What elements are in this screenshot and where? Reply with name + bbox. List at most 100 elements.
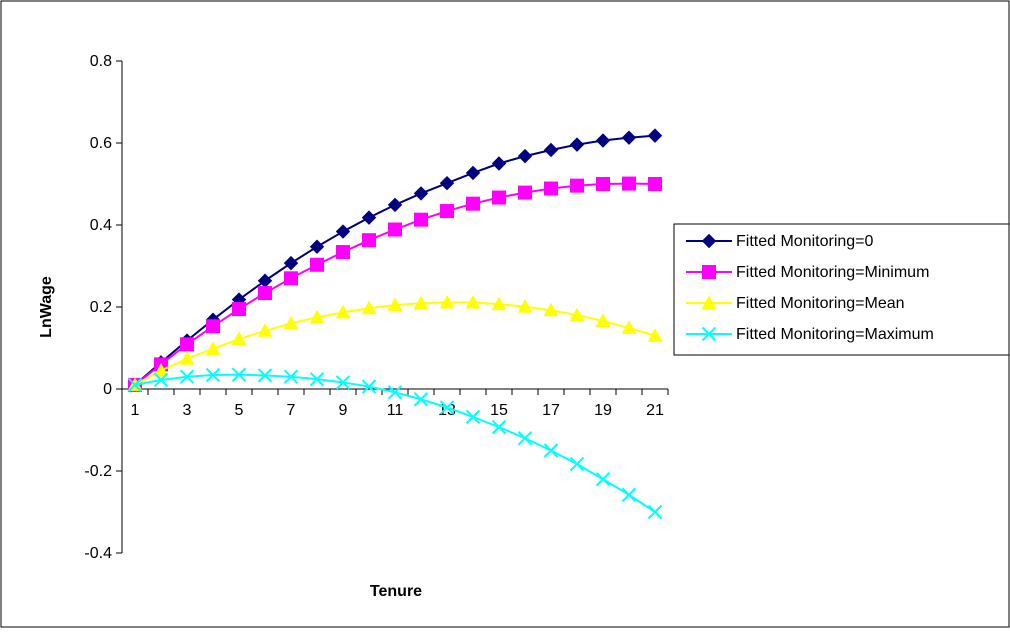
data-point — [491, 296, 507, 311]
data-point — [206, 319, 220, 334]
data-point — [257, 323, 273, 337]
series-group — [127, 128, 663, 520]
data-point — [387, 197, 403, 213]
data-point — [335, 304, 351, 319]
x-tick-label: 15 — [490, 402, 508, 419]
y-tick-label: -0.4 — [84, 545, 112, 562]
axes: -0.4-0.200.20.40.60.81 3 5 7 9 11 13 15 17 19 21 — [84, 53, 669, 562]
data-point — [544, 181, 558, 196]
data-point — [231, 367, 247, 382]
x-tick-label: 21 — [646, 402, 664, 419]
data-point — [621, 320, 637, 334]
data-point — [361, 300, 377, 315]
data-point — [310, 257, 324, 272]
data-point — [439, 175, 455, 191]
data-point — [283, 255, 299, 271]
data-point — [361, 379, 377, 394]
data-point — [647, 128, 663, 143]
x-tick-label: 3 — [183, 402, 192, 419]
data-point — [465, 409, 481, 425]
data-point — [517, 430, 533, 446]
legend-label: Fitted Monitoring=0 — [736, 233, 874, 250]
y-tick-label: 0 — [103, 381, 112, 398]
legend-marker — [701, 295, 717, 310]
data-point — [257, 368, 273, 383]
data-point — [283, 369, 299, 384]
data-point — [153, 372, 169, 388]
data-point — [517, 299, 533, 313]
data-point — [231, 331, 247, 346]
data-point — [596, 177, 610, 191]
data-point — [569, 307, 585, 322]
data-point — [648, 177, 662, 191]
legend-marker — [701, 326, 717, 342]
y-tick-label: 0.2 — [90, 299, 112, 316]
data-point — [518, 185, 532, 200]
data-point — [127, 377, 143, 393]
data-point — [388, 222, 402, 237]
y-tick-label: 0.6 — [90, 135, 112, 152]
data-point — [362, 233, 376, 248]
data-point — [595, 471, 611, 487]
data-point — [387, 297, 403, 311]
x-axis-title: Tenure — [370, 583, 422, 600]
series-3 — [127, 294, 663, 391]
data-point — [595, 313, 611, 327]
y-tick-label: 0.8 — [90, 53, 112, 70]
data-point — [336, 245, 350, 260]
data-point — [309, 371, 325, 387]
legend-label: Fitted Monitoring=Mean — [736, 295, 905, 312]
data-point — [413, 186, 429, 201]
data-point — [465, 165, 481, 181]
data-point — [621, 487, 637, 502]
x-tick-label: 11 — [387, 402, 404, 419]
data-point — [283, 315, 299, 330]
x-tick-label: 19 — [594, 402, 612, 419]
data-point — [543, 302, 559, 317]
data-point — [205, 341, 221, 355]
data-point — [180, 337, 194, 352]
data-point — [179, 351, 195, 365]
legend-marker — [702, 265, 716, 279]
data-point — [413, 392, 429, 407]
data-point — [439, 400, 455, 415]
legend-marker — [701, 233, 717, 249]
x-tick-label: 5 — [235, 402, 244, 419]
data-point — [335, 375, 351, 390]
data-point — [309, 309, 325, 324]
data-point — [440, 204, 454, 219]
legend-item: Fitted Monitoring=Maximum — [686, 326, 934, 343]
data-point — [621, 130, 637, 145]
data-point — [387, 385, 403, 400]
legend-item: Fitted Monitoring=Mean — [686, 295, 905, 312]
data-point — [284, 271, 298, 286]
data-point — [543, 443, 559, 458]
series-4 — [127, 367, 663, 520]
data-point — [647, 504, 663, 520]
data-point — [491, 419, 507, 435]
series-2 — [128, 176, 662, 392]
data-point — [361, 210, 377, 225]
data-point — [465, 294, 481, 309]
legend-label: Fitted Monitoring=Minimum — [736, 264, 929, 281]
legend: Fitted Monitoring=0 Fitted Monitoring=Min… — [673, 223, 1010, 356]
data-point — [309, 239, 325, 254]
x-tick-label: 9 — [339, 402, 348, 419]
y-axis-title: LnWage — [38, 276, 55, 338]
data-point — [570, 178, 584, 193]
x-tick-label: 7 — [287, 402, 296, 419]
data-point — [517, 148, 533, 164]
data-point — [466, 196, 480, 211]
data-point — [569, 137, 585, 152]
data-point — [647, 328, 663, 342]
data-point — [569, 456, 585, 472]
y-tick-label: -0.2 — [84, 463, 112, 480]
data-point — [595, 133, 611, 148]
data-point — [492, 190, 506, 205]
data-point — [153, 362, 169, 377]
data-point — [179, 369, 195, 384]
legend-item: Fitted Monitoring=Minimum — [686, 264, 929, 281]
data-point — [413, 295, 429, 310]
